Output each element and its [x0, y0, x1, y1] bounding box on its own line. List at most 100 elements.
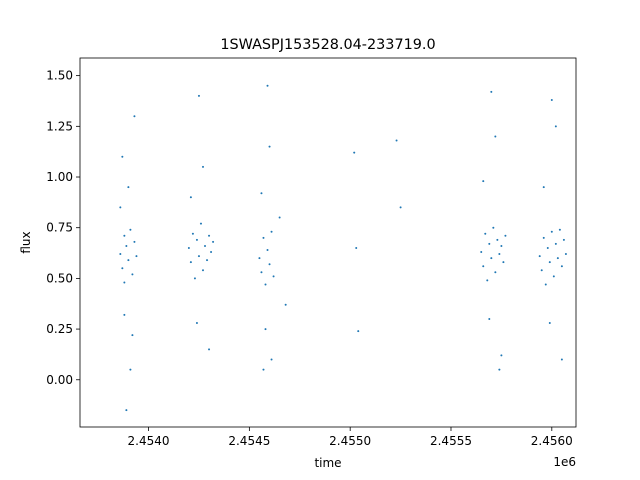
data-point [119, 206, 122, 209]
data-point [490, 90, 493, 93]
data-point [560, 265, 563, 268]
data-point [482, 180, 485, 183]
data-point [191, 232, 194, 235]
data-point [480, 251, 483, 254]
data-point [123, 281, 126, 284]
data-point [197, 94, 200, 97]
data-point [542, 186, 545, 189]
data-point [494, 271, 497, 274]
data-point [260, 192, 263, 195]
y-tick-label: 0.25 [46, 322, 73, 336]
data-point [187, 246, 190, 249]
data-point [199, 222, 202, 225]
data-point [258, 257, 261, 260]
x-tick-label: 2.4540 [128, 434, 170, 448]
data-point [264, 283, 267, 286]
data-point [548, 321, 551, 324]
data-point [201, 165, 204, 168]
data-point [540, 269, 543, 272]
data-point [550, 98, 553, 101]
data-point [121, 267, 124, 270]
data-point [500, 354, 503, 357]
data-point [121, 155, 124, 158]
data-point [355, 246, 358, 249]
data-point [488, 317, 491, 320]
data-point [135, 255, 138, 258]
data-point [552, 275, 555, 278]
data-point [542, 236, 545, 239]
data-points [119, 84, 567, 412]
data-point [564, 253, 567, 256]
data-point [201, 269, 204, 272]
data-point [206, 259, 209, 262]
data-point [357, 330, 360, 333]
data-point [189, 196, 192, 199]
data-point [546, 246, 549, 249]
data-point [262, 368, 265, 371]
data-point [486, 279, 489, 282]
y-tick-label: 1.25 [46, 119, 73, 133]
data-point [204, 244, 207, 247]
data-point [133, 115, 136, 118]
data-point [119, 253, 122, 256]
y-axis: 0.00 0.25 0.50 0.75 1.00 1.25 1.50 [46, 69, 80, 387]
data-point [189, 261, 192, 264]
x-tick-label: 2.4555 [430, 434, 472, 448]
data-point [195, 321, 198, 324]
chart-title: 1SWASPJ153528.04-233719.0 [220, 37, 435, 53]
data-point [498, 368, 501, 371]
data-point [212, 240, 215, 243]
data-point [538, 255, 541, 258]
data-point [270, 358, 273, 361]
x-axis: 2.4540 2.4545 2.4550 2.4555 2.4560 [128, 427, 573, 448]
data-point [550, 230, 553, 233]
data-point [484, 232, 487, 235]
data-point [548, 261, 551, 264]
data-point [562, 238, 565, 241]
data-point [123, 234, 126, 237]
data-point [193, 277, 196, 280]
data-point [123, 313, 126, 316]
x-tick-label: 2.4545 [228, 434, 270, 448]
x-tick-label: 2.4550 [329, 434, 371, 448]
data-point [556, 257, 559, 260]
data-point [268, 145, 271, 148]
y-axis-label: flux [19, 231, 33, 253]
data-point [264, 328, 267, 331]
data-point [129, 228, 132, 231]
y-tick-label: 0.75 [46, 221, 73, 235]
data-point [554, 242, 557, 245]
data-point [208, 348, 211, 351]
data-point [268, 263, 271, 266]
data-point [131, 273, 134, 276]
data-point [125, 244, 128, 247]
y-tick-label: 0.50 [46, 271, 73, 285]
data-point [127, 259, 130, 262]
x-axis-offset-label: 1e6 [553, 455, 576, 469]
data-point [353, 151, 356, 154]
data-point [560, 358, 563, 361]
data-point [208, 234, 211, 237]
data-point [500, 244, 503, 247]
x-tick-label: 2.4560 [531, 434, 573, 448]
y-tick-label: 1.50 [46, 69, 73, 83]
plot-frame [79, 57, 577, 428]
data-point [494, 135, 497, 138]
data-point [260, 271, 263, 274]
data-point [210, 251, 213, 254]
data-point [284, 303, 287, 306]
y-tick-label: 0.00 [46, 373, 73, 387]
data-point [482, 265, 485, 268]
data-point [278, 216, 281, 219]
data-point [399, 206, 402, 209]
data-point [197, 255, 200, 258]
data-point [195, 238, 198, 241]
data-point [270, 230, 273, 233]
data-point [272, 275, 275, 278]
data-point [395, 139, 398, 142]
x-axis-label: time [314, 456, 341, 470]
data-point [266, 84, 269, 87]
data-point [498, 253, 501, 256]
data-point [502, 261, 505, 264]
